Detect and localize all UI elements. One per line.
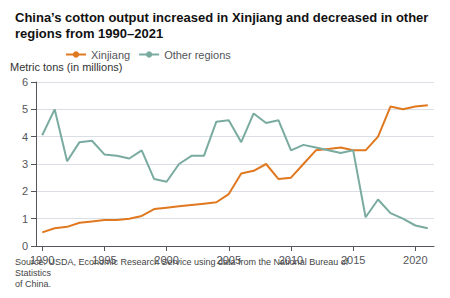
svg-text:2015: 2015 (340, 253, 366, 266)
svg-text:regions from 1990–2021: regions from 1990–2021 (15, 26, 163, 41)
svg-text:of China.: of China. (15, 279, 51, 289)
svg-text:0: 0 (22, 240, 28, 252)
svg-text:China’s cotton output increase: China’s cotton output increased in Xinji… (15, 10, 432, 25)
svg-text:4: 4 (22, 131, 28, 143)
svg-text:Source: USDA, Economic Researc: Source: USDA, Economic Research Service … (15, 257, 351, 267)
svg-text:Statistics: Statistics (15, 268, 52, 278)
svg-text:2020: 2020 (403, 254, 427, 266)
svg-text:6: 6 (22, 76, 28, 88)
svg-text:2: 2 (22, 185, 28, 197)
svg-text:Metric tons (in millions): Metric tons (in millions) (10, 61, 122, 73)
svg-text:Other regions: Other regions (164, 49, 231, 61)
svg-text:Xinjiang: Xinjiang (91, 49, 130, 61)
svg-text:5: 5 (22, 103, 28, 115)
svg-text:3: 3 (22, 158, 28, 170)
svg-text:1: 1 (22, 213, 28, 225)
